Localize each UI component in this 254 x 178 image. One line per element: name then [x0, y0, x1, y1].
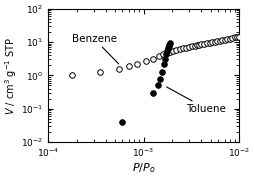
- X-axis label: $P / P_o$: $P / P_o$: [132, 161, 155, 174]
- Y-axis label: $V$ / cm$^3$ g$^{-1}$ STP: $V$ / cm$^3$ g$^{-1}$ STP: [4, 36, 19, 115]
- Text: Toluene: Toluene: [167, 87, 226, 114]
- Text: Benzene: Benzene: [72, 34, 119, 64]
